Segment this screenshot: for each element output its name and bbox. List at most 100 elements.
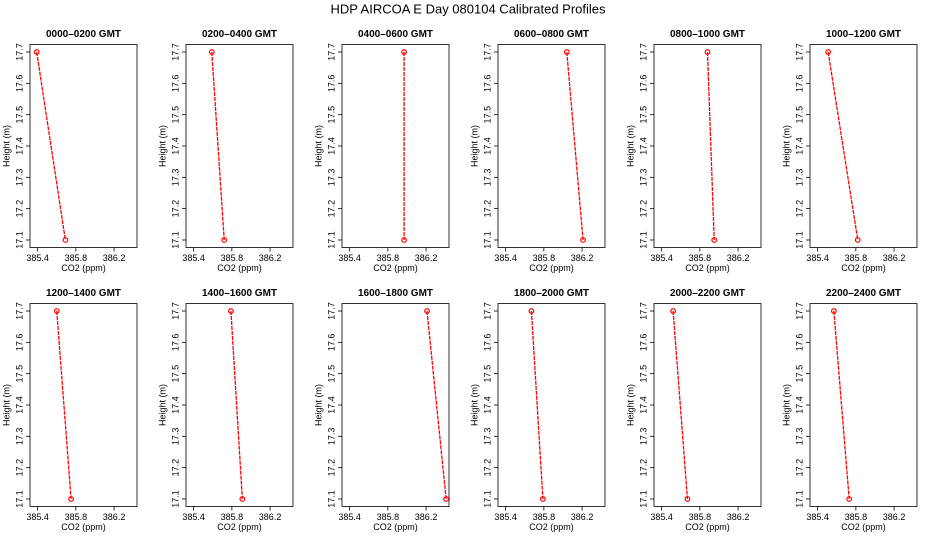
y-tick-label: 17.1 <box>638 490 648 508</box>
y-tick-label: 17.2 <box>638 459 648 477</box>
x-tick-label: 386.2 <box>259 512 282 522</box>
x-tick-label: 385.4 <box>650 253 673 263</box>
x-tick-label: 385.8 <box>377 253 400 263</box>
data-point <box>830 308 837 314</box>
y-tick-label: 17.2 <box>482 459 492 477</box>
profile-line <box>827 51 859 241</box>
y-tick-label: 17.3 <box>170 428 180 446</box>
x-tick-label: 385.4 <box>650 512 673 522</box>
x-tick-label: 386.2 <box>571 512 594 522</box>
y-tick-label: 17.3 <box>170 169 180 187</box>
y-tick-label: 17.4 <box>170 137 180 155</box>
x-axis-label: CO2 (ppm) <box>841 522 886 532</box>
profile-line <box>566 51 584 241</box>
data-point <box>53 308 60 314</box>
data-point <box>704 49 711 55</box>
plot-frame <box>653 44 762 248</box>
y-tick-label: 17.7 <box>14 43 24 61</box>
data-point <box>68 496 74 502</box>
y-tick-label: 17.5 <box>170 106 180 124</box>
x-tick-label: 385.8 <box>845 512 868 522</box>
y-tick-label: 17.6 <box>170 75 180 93</box>
data-point <box>846 496 853 502</box>
x-axis-label: CO2 (ppm) <box>685 263 730 273</box>
y-tick-label: 17.1 <box>14 231 24 249</box>
y-axis-label: Height (m) <box>625 125 635 167</box>
y-tick-label: 17.7 <box>482 43 492 61</box>
data-point <box>670 308 677 314</box>
y-axis-label: Height (m) <box>781 125 791 167</box>
y-axis-label: Height (m) <box>313 384 323 426</box>
x-tick-label: 385.8 <box>689 512 712 522</box>
data-point <box>401 49 407 55</box>
x-axis-label: CO2 (ppm) <box>217 522 262 532</box>
y-tick-label: 17.2 <box>14 459 24 477</box>
x-tick-label: 386.2 <box>103 512 126 522</box>
profile-line <box>706 51 715 241</box>
y-tick-label: 17.3 <box>794 169 804 187</box>
x-tick-label: 385.8 <box>221 253 244 263</box>
y-tick-label: 17.4 <box>326 396 336 414</box>
y-axis-label: Height (m) <box>469 384 479 426</box>
y-tick-label: 17.4 <box>14 396 24 414</box>
y-axis-label: Height (m) <box>469 125 479 167</box>
y-axis-label: Height (m) <box>157 125 167 167</box>
x-tick-label: 385.4 <box>338 512 361 522</box>
data-point <box>563 49 570 55</box>
x-tick-label: 385.4 <box>182 512 205 522</box>
plot-frame <box>653 303 762 507</box>
y-tick-label: 17.6 <box>482 334 492 352</box>
y-tick-label: 17.6 <box>638 75 648 93</box>
x-axis-label: CO2 (ppm) <box>217 263 262 273</box>
plot-frame <box>185 44 294 248</box>
x-tick-label: 385.8 <box>689 253 712 263</box>
y-tick-label: 17.2 <box>638 200 648 218</box>
x-axis-label: CO2 (ppm) <box>373 522 418 532</box>
y-tick-label: 17.6 <box>14 75 24 93</box>
panel-title: 1000–1200 GMT <box>826 29 901 40</box>
y-tick-label: 17.6 <box>326 75 336 93</box>
x-tick-label: 385.8 <box>377 512 400 522</box>
data-point <box>443 496 450 502</box>
y-tick-label: 17.5 <box>14 365 24 383</box>
y-tick-label: 17.5 <box>638 365 648 383</box>
y-tick-label: 17.2 <box>482 200 492 218</box>
profile-line <box>672 310 689 500</box>
y-tick-label: 17.3 <box>638 169 648 187</box>
page-title: HDP AIRCOA E Day 080104 Calibrated Profi… <box>330 1 606 16</box>
panel-title: 0000–0200 GMT <box>46 29 121 40</box>
y-tick-label: 17.4 <box>794 396 804 414</box>
x-axis-label: CO2 (ppm) <box>529 522 574 532</box>
profile-line <box>230 310 244 500</box>
y-tick-label: 17.3 <box>14 428 24 446</box>
x-tick-label: 386.2 <box>571 253 594 263</box>
y-tick-label: 17.2 <box>794 459 804 477</box>
y-axis-label: Height (m) <box>1 384 11 426</box>
y-tick-label: 17.5 <box>14 106 24 124</box>
plot-frame <box>341 303 450 507</box>
panel-title: 0200–0400 GMT <box>202 29 277 40</box>
y-tick-label: 17.7 <box>326 43 336 61</box>
x-tick-label: 385.4 <box>182 253 205 263</box>
y-tick-label: 17.1 <box>482 490 492 508</box>
y-tick-label: 17.2 <box>326 200 336 218</box>
y-tick-label: 17.3 <box>794 428 804 446</box>
y-tick-label: 17.1 <box>638 231 648 249</box>
data-point <box>239 496 246 502</box>
x-tick-label: 385.8 <box>65 253 88 263</box>
y-tick-label: 17.3 <box>482 169 492 187</box>
x-tick-label: 385.4 <box>494 253 517 263</box>
y-tick-label: 17.2 <box>170 459 180 477</box>
x-axis-label: CO2 (ppm) <box>61 522 106 532</box>
y-tick-label: 17.6 <box>326 334 336 352</box>
x-tick-label: 385.4 <box>26 253 49 263</box>
x-tick-label: 385.4 <box>26 512 49 522</box>
panel-title: 1600–1800 GMT <box>358 288 433 299</box>
x-axis-label: CO2 (ppm) <box>841 263 886 273</box>
plot-frame <box>341 44 450 248</box>
y-tick-label: 17.4 <box>638 396 648 414</box>
y-tick-label: 17.6 <box>170 334 180 352</box>
y-tick-label: 17.5 <box>482 106 492 124</box>
y-tick-label: 17.4 <box>638 137 648 155</box>
